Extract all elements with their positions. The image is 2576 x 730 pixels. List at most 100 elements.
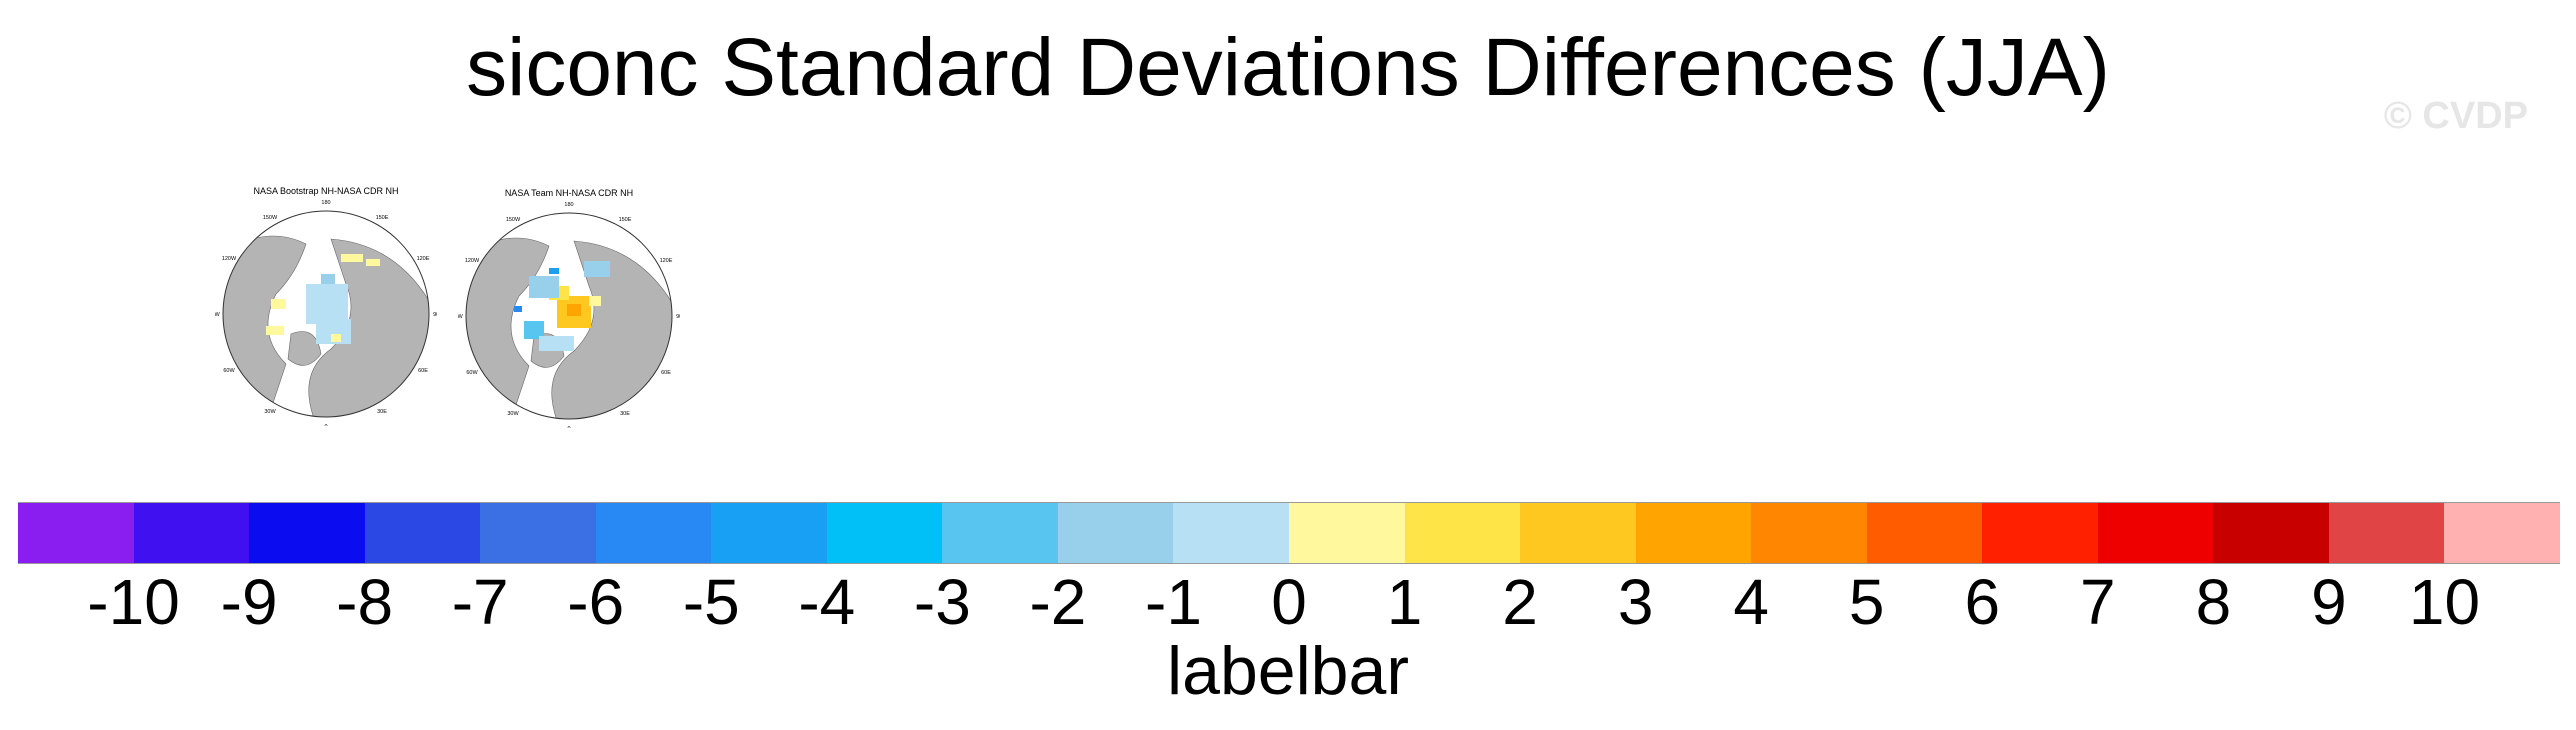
colorbar-tick-label: 5 [1848,566,1885,638]
colorbar-swatch [249,503,365,563]
panel-title: NASA Team NH-NASA CDR NH [504,188,634,198]
map-panel-team: NASA Team NH-NASA CDR NH 180 150W 150E 120W… [458,188,680,428]
colorbar-swatch [480,503,596,563]
longitude-label: 60E [661,370,671,376]
colorbar-tick-labels: -10 -9 -8 -7 -6 -5 -4 -3 -2 -1 0 1 2 3 4 5 6 7 8 9 10 [0,565,2576,645]
longitude-label: 30E [377,409,387,415]
ice-difference-cell [331,334,341,342]
ice-difference-cell [366,259,380,266]
longitude-label: 120E [417,256,430,262]
colorbar-tick-label: -9 [220,566,278,638]
colorbar-swatch [2328,503,2445,563]
colorbar-swatch [1173,503,1290,563]
colorbar-tick-label: 7 [2080,566,2116,638]
longitude-label: 0 [567,426,570,428]
colorbar-tick-label: -4 [798,566,856,638]
colorbar-swatch [1289,503,1405,563]
longitude-label: 150E [619,217,632,223]
colorbar-tick-label: 1 [1386,566,1423,638]
ice-difference-cell [529,276,559,298]
colorbar-swatch [1751,503,1867,563]
colorbar-tick-label: 3 [1617,566,1654,638]
longitude-label: 30W [264,409,276,415]
colorbar-swatch [2097,503,2214,563]
polar-map: 180 150W 150E 120W 120E 90W 90E 60W 60E 30W 30E 0 [458,202,680,428]
colorbar [18,502,2561,564]
colorbar-swatch [1982,503,2098,563]
longitude-label: 180 [564,202,573,208]
ice-difference-cell [539,336,574,351]
colorbar-tick-label: -7 [451,566,509,638]
map-panel-bootstrap: NASA Bootstrap NH-NASA CDR NH 180 150W 150… [215,186,437,426]
colorbar-swatch [942,503,1058,563]
longitude-label: 30E [620,411,630,417]
longitude-label: 30W [507,411,519,417]
colorbar-tick-label: 9 [2311,566,2347,638]
colorbar-swatch [133,503,250,563]
longitude-label: 120W [465,258,480,264]
colorbar-swatch [1057,503,1174,563]
longitude-label: 60W [223,368,235,374]
ice-difference-cell [567,304,581,316]
longitude-label: 90W [215,312,220,318]
colorbar-tick-label: -1 [1145,566,1202,638]
polar-map: 180 150W 150E 120W 120E 90W 90E 60W 60E 30W 30E 0 [215,200,437,426]
eurasia-land [308,238,429,417]
colorbar-swatch [364,503,481,563]
longitude-label: 60W [466,370,478,376]
longitude-label: 180 [321,200,330,206]
colorbar-tick-label: 4 [1733,566,1769,638]
colorbar-tick-label: -6 [567,566,625,638]
colorbar-tick-label: -10 [87,566,180,638]
ice-difference-cell [514,306,522,312]
colorbar-swatch [595,503,712,563]
ice-difference-cell [589,296,601,306]
longitude-label: 90W [458,314,463,320]
colorbar-swatch [711,503,827,563]
map-content [223,211,429,417]
ice-difference-cell [266,326,284,335]
map-content [466,213,672,419]
longitude-label: 90E [433,312,437,318]
colorbar-tick-label: -2 [1029,566,1087,638]
colorbar-tick-label: 0 [1271,566,1307,638]
longitude-label: 0 [324,424,327,426]
greenland-land [287,331,322,366]
longitude-label: 90E [676,314,680,320]
longitude-label: 150W [263,215,278,221]
colorbar-swatch [2213,503,2329,563]
panel-title: NASA Bootstrap NH-NASA CDR NH [253,186,399,196]
colorbar-tick-label: -5 [682,566,740,638]
colorbar-swatch [2444,503,2561,563]
map-border [465,212,673,420]
ice-difference-cell [341,254,363,262]
colorbar-tick-label: -3 [913,566,971,638]
colorbar-tick-label: 6 [1964,566,2001,638]
longitude-label: 120E [660,258,673,264]
colorbar-tick-label: 2 [1502,566,1538,638]
colorbar-swatch [826,503,943,563]
map-border [222,210,430,418]
ice-difference-cell [524,321,544,339]
longitude-label: 150W [506,217,521,223]
colorbar-tick-label: 8 [2195,566,2232,638]
colorbar-swatch [1404,503,1521,563]
ice-difference-cell [271,299,286,309]
colorbar-swatch [1635,503,1752,563]
colorbar-label: labelbar [1167,633,1409,709]
longitude-label: 150E [376,215,389,221]
longitude-label: 120W [222,256,237,262]
colorbar-tick-label: 10 [2408,566,2481,638]
ice-difference-cell [306,284,348,324]
colorbar-swatch [1520,503,1636,563]
ice-difference-cell [549,268,559,274]
ice-difference-cell [321,274,335,284]
watermark: © CVDP [2383,95,2528,137]
colorbar-swatch [1866,503,1983,563]
eurasia-land [551,240,672,419]
longitude-label: 60E [418,368,428,374]
ice-difference-cell [584,261,610,277]
colorbar-tick-label: -8 [336,566,394,638]
chart-title: siconc Standard Deviations Differences (… [466,22,2110,113]
colorbar-swatch [18,503,134,563]
